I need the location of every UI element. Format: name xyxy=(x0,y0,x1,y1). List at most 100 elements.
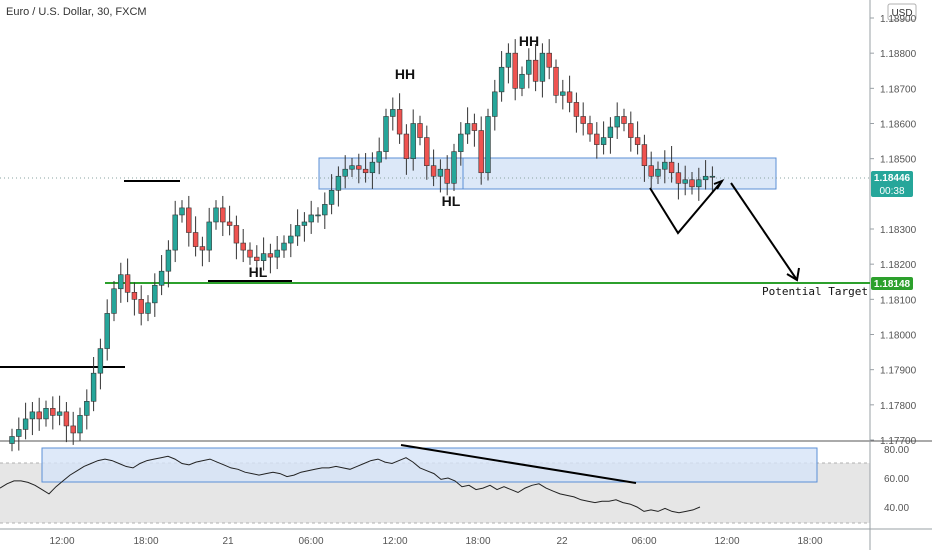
candle-body xyxy=(444,168,450,184)
candle-body xyxy=(621,116,627,124)
candle-body xyxy=(648,165,654,177)
candle-body xyxy=(505,52,512,68)
price-tick-label: 1.18700 xyxy=(880,84,917,95)
candle-body xyxy=(451,151,457,184)
candle-body xyxy=(131,291,138,300)
candle-body xyxy=(294,225,301,237)
candle-body xyxy=(274,249,280,258)
candle-body xyxy=(50,408,56,416)
oscillator-axis[interactable]: 80.00 60.00 40.00 xyxy=(884,445,909,514)
projection-arrowhead-1 xyxy=(713,179,725,190)
time-tick-label: 18:00 xyxy=(465,536,490,547)
candle-body xyxy=(696,179,702,188)
projection-to-target xyxy=(730,182,798,281)
candle-body xyxy=(655,168,661,177)
hh-label-1: HH xyxy=(395,66,415,82)
projection-path[interactable] xyxy=(649,179,800,282)
candlestick-series xyxy=(9,39,716,452)
candle-body xyxy=(29,411,36,420)
candle-body xyxy=(566,91,573,103)
divergence-line[interactable] xyxy=(400,444,637,484)
candle-body xyxy=(410,123,416,159)
candle-body xyxy=(36,411,42,420)
candle-body xyxy=(63,411,70,427)
candle-body xyxy=(104,313,110,349)
candle-body xyxy=(179,207,185,216)
candle-body xyxy=(260,253,267,261)
price-tick-label: 1.18500 xyxy=(880,155,917,166)
candle-body xyxy=(390,109,396,117)
candle-body xyxy=(213,207,219,223)
time-tick-label: 18:00 xyxy=(133,536,158,547)
candle-body xyxy=(240,242,246,251)
candle-body xyxy=(138,299,144,314)
candle-body xyxy=(22,418,29,430)
time-tick-label: 22 xyxy=(556,536,568,547)
candle-body xyxy=(186,207,192,233)
candle-body xyxy=(288,235,294,244)
target-price-tag xyxy=(871,277,913,290)
candle-body xyxy=(206,221,212,251)
hl-label-2: HL xyxy=(249,264,268,280)
candle-body xyxy=(56,411,63,416)
symbol-title: Euro / U.S. Dollar, 30, FXCM xyxy=(6,6,147,18)
candle-body xyxy=(335,175,342,191)
price-tick-label: 1.17700 xyxy=(880,436,917,447)
candle-body xyxy=(43,408,49,420)
candle-body xyxy=(512,52,518,89)
candle-body xyxy=(342,168,348,177)
candle-body xyxy=(689,179,695,188)
candle-body xyxy=(220,207,226,223)
resistance-zone[interactable] xyxy=(318,157,777,190)
oscillator-tick-label: 60.00 xyxy=(884,474,909,485)
candle-body xyxy=(247,249,253,258)
candle-body xyxy=(662,161,668,170)
candle-body xyxy=(192,232,199,247)
price-axis[interactable]: 1.18900 1.18800 1.18700 1.18600 1.18500 1.183… xyxy=(870,14,917,447)
hl-label-1: HL xyxy=(442,193,461,209)
candle-body xyxy=(84,401,90,416)
candle-body xyxy=(492,91,498,117)
candle-body xyxy=(9,436,15,444)
price-tick-label: 1.18800 xyxy=(880,49,917,60)
price-tick-label: 1.18600 xyxy=(880,120,917,131)
candle-body xyxy=(267,253,274,258)
currency-button[interactable]: USD xyxy=(887,3,917,21)
currency-button-box[interactable] xyxy=(887,3,917,21)
candle-body xyxy=(97,348,104,374)
time-axis[interactable]: 12:00 18:00 21 06:00 12:00 18:00 22 06:00 12:00 1… xyxy=(49,536,822,547)
price-tick-label: 1.18100 xyxy=(880,295,917,306)
oscillator-tick-label: 80.00 xyxy=(884,445,909,456)
price-tick-label: 1.17800 xyxy=(880,401,917,412)
candle-body xyxy=(560,91,566,96)
candle-body xyxy=(634,137,641,145)
candle-body xyxy=(709,175,716,178)
candle-body xyxy=(682,179,688,184)
candle-body xyxy=(458,133,464,152)
candle-body xyxy=(301,221,308,226)
time-tick-label: 12:00 xyxy=(382,536,407,547)
price-tick-label: 1.18000 xyxy=(880,331,917,342)
oscillator-zone[interactable] xyxy=(41,447,818,483)
candle-body xyxy=(498,66,505,93)
candle-body xyxy=(165,249,172,272)
candle-body xyxy=(614,116,620,128)
candle-body xyxy=(158,270,165,286)
candle-body xyxy=(519,73,525,89)
candle-body xyxy=(322,204,328,216)
candle-body xyxy=(172,214,178,251)
candle-body xyxy=(70,425,76,434)
candle-body xyxy=(226,221,233,226)
candle-countdown: 00:38 xyxy=(879,186,904,197)
candle-body xyxy=(546,52,552,68)
candle-body xyxy=(641,144,648,167)
time-tick-label: 18:00 xyxy=(797,536,822,547)
candle-body xyxy=(328,190,335,205)
hh-label-2: HH xyxy=(519,33,539,49)
time-tick-label: 06:00 xyxy=(298,536,323,547)
candle-body xyxy=(16,429,22,437)
oscillator-tick-label: 40.00 xyxy=(884,503,909,514)
candle-body xyxy=(675,172,682,184)
